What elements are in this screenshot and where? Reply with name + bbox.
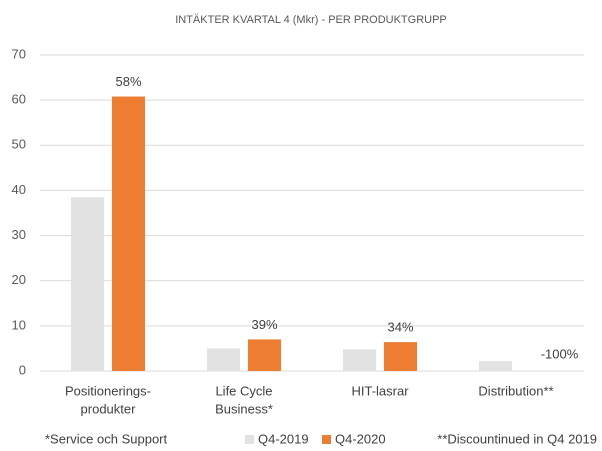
y-tick-label: 60 bbox=[12, 92, 26, 107]
footnote: **Discountinued in Q4 2019 bbox=[437, 431, 597, 446]
y-tick-label: 40 bbox=[12, 182, 26, 197]
x-tick-label: Life Cycle bbox=[215, 383, 272, 398]
bar bbox=[71, 197, 104, 371]
annotation: 58% bbox=[115, 74, 141, 89]
legend-label: Q4-2019 bbox=[258, 431, 309, 446]
y-tick-label: 30 bbox=[12, 227, 26, 242]
legend-label: Q4-2020 bbox=[335, 431, 386, 446]
annotation: -100% bbox=[541, 346, 579, 361]
bar bbox=[207, 348, 240, 371]
y-tick-label: 0 bbox=[19, 362, 26, 377]
x-tick-label: produkter bbox=[81, 401, 137, 416]
y-tick-label: 70 bbox=[12, 46, 26, 61]
bar bbox=[248, 339, 281, 371]
x-tick-label: Business* bbox=[215, 401, 273, 416]
y-tick-label: 20 bbox=[12, 272, 26, 287]
legend-swatch bbox=[245, 435, 254, 444]
bar bbox=[479, 361, 512, 371]
annotation: 34% bbox=[387, 320, 413, 335]
footnote: *Service och Support bbox=[45, 431, 168, 446]
legend-swatch bbox=[322, 435, 331, 444]
y-tick-label: 10 bbox=[12, 317, 26, 332]
y-tick-label: 50 bbox=[12, 137, 26, 152]
bar bbox=[112, 96, 145, 371]
bar bbox=[343, 349, 376, 371]
chart-title: INTÄKTER KVARTAL 4 (Mkr) - PER PRODUKTGR… bbox=[175, 14, 447, 26]
x-tick-label: Distribution** bbox=[478, 383, 553, 398]
x-tick-label: Positionerings- bbox=[65, 383, 151, 398]
x-tick-label: HIT-lasrar bbox=[351, 383, 409, 398]
annotation: 39% bbox=[251, 317, 277, 332]
bar bbox=[384, 342, 417, 371]
